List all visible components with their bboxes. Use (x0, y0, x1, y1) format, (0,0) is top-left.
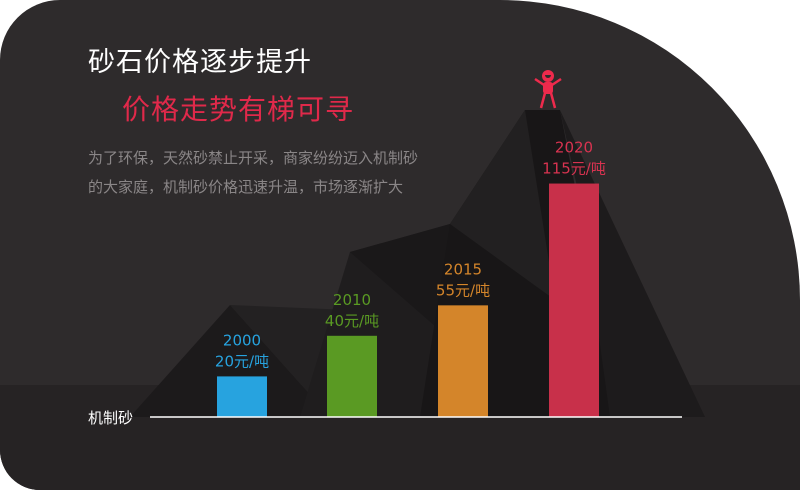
bar-2020 (549, 183, 599, 417)
data-label-2020: 115元/吨 (542, 160, 606, 178)
category-axis-label: 机制砂 (88, 409, 134, 427)
category-label-2000: 2000 (223, 331, 261, 349)
page-title: 砂石价格逐步提升 (88, 47, 312, 78)
category-label-2015: 2015 (444, 260, 482, 278)
category-label-2020: 2020 (555, 139, 593, 157)
bar-2010 (327, 335, 377, 417)
bar-2015 (438, 305, 488, 417)
data-label-2000: 20元/吨 (215, 352, 269, 370)
data-label-2015: 55元/吨 (436, 281, 490, 299)
category-label-2010: 2010 (333, 291, 371, 309)
description-text: 为了环保，天然砂禁止开采，商家纷纷迈入机制砂的大家庭，机制砂价格迅速升温，市场逐… (88, 149, 419, 196)
data-label-2010: 40元/吨 (325, 312, 379, 330)
cheering-person-icon (534, 70, 562, 109)
page-subtitle: 价格走势有梯可寻 (122, 93, 355, 126)
bar-2000 (217, 376, 267, 417)
